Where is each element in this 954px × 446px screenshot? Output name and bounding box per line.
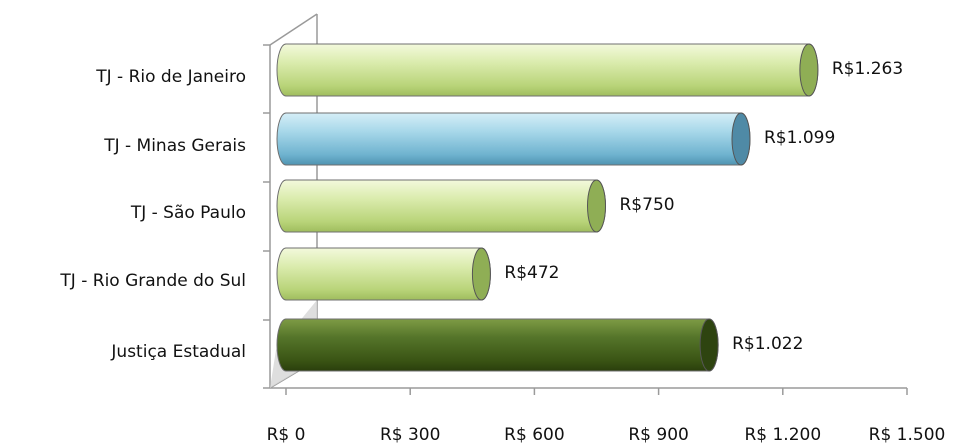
data-label: R$1.022 xyxy=(732,334,803,354)
bar-1 xyxy=(276,112,751,166)
bar-cap-0 xyxy=(799,43,819,97)
x-tick-label: R$ 300 xyxy=(380,425,440,445)
x-tick-label: R$ 600 xyxy=(504,425,564,445)
bar-2 xyxy=(276,179,606,233)
bar-0 xyxy=(276,43,819,97)
x-tick-label: R$ 0 xyxy=(267,425,306,445)
category-label: TJ - Rio de Janeiro xyxy=(95,67,246,87)
category-label: TJ - Minas Gerais xyxy=(103,136,246,156)
data-label: R$1.099 xyxy=(764,128,835,148)
bar-cap-1 xyxy=(731,112,751,166)
bar-cap-2 xyxy=(587,179,606,233)
top-depth-line xyxy=(269,13,318,46)
category-label: Justiça Estadual xyxy=(110,342,246,362)
data-label: R$472 xyxy=(504,263,559,283)
category-label: TJ - Rio Grande do Sul xyxy=(59,271,246,291)
category-label: TJ - São Paulo xyxy=(130,203,246,223)
data-label: R$750 xyxy=(620,195,675,215)
bar-cap-4 xyxy=(699,318,719,372)
x-tick-label: R$ 900 xyxy=(628,425,688,445)
x-tick-label: R$ 1.500 xyxy=(869,425,946,445)
data-label: R$1.263 xyxy=(832,59,903,79)
bar-cap-3 xyxy=(471,247,491,301)
labels-group: R$ 0 R$ 300 R$ 600 R$ 900 R$ 1.200 R$ 1.500 R$… xyxy=(59,59,945,445)
bars-group xyxy=(276,43,819,372)
x-tick-label: R$ 1.200 xyxy=(744,425,821,445)
bar-3 xyxy=(276,247,491,301)
bar-4 xyxy=(276,318,719,372)
